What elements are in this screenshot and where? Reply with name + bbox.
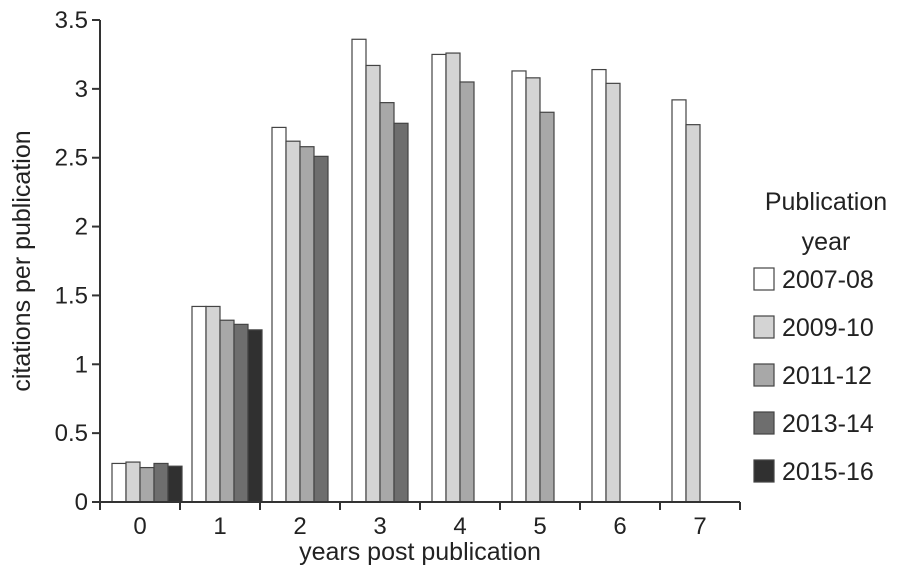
y-tick-label: 0.5	[55, 420, 88, 447]
x-tick-label: 6	[613, 513, 626, 540]
bar-2013-14-year-2	[313, 155, 329, 503]
bar-2007-08-year-7	[671, 99, 687, 503]
bar-2009-10-year-1	[205, 305, 221, 503]
y-tick-label: 1.5	[55, 282, 88, 309]
x-tick-label: 2	[293, 513, 306, 540]
legend-title: year	[802, 228, 851, 256]
x-tick-label: 7	[693, 513, 706, 540]
bar-2009-10-year-7	[685, 124, 701, 503]
bar-2007-08-year-1	[191, 305, 207, 503]
x-tick-label: 1	[213, 513, 226, 540]
bar-2011-12-year-5	[539, 111, 555, 503]
legend-title: Publication	[765, 188, 887, 216]
bar-2009-10-year-3	[365, 64, 381, 503]
y-tick-label: 2	[75, 214, 88, 241]
x-tick-label: 4	[453, 513, 466, 540]
x-tick-label: 3	[373, 513, 386, 540]
bar-2011-12-year-1	[219, 319, 235, 503]
y-ticks: 0 0.5 1 1.5 2 2.5 3 3.5	[55, 7, 100, 516]
bar-2011-12-year-2	[299, 146, 315, 503]
bar-2007-08-year-4	[431, 53, 447, 503]
y-tick-label: 2.5	[55, 145, 88, 172]
bar-2009-10-year-5	[525, 77, 541, 503]
legend-swatch	[753, 315, 775, 339]
bar-2007-08-year-2	[271, 126, 287, 503]
legend-swatch	[753, 411, 775, 435]
y-axis-title: citations per publication	[8, 130, 36, 391]
legend-swatch	[753, 267, 775, 291]
legend-label: 2015-16	[782, 458, 874, 486]
bar-2007-08-year-6	[591, 68, 607, 503]
legend-label: 2011-12	[782, 362, 872, 390]
x-ticks: 0 1 2 3 4 5 6 7	[99, 502, 741, 540]
bar-2013-14-year-3	[393, 122, 409, 503]
legend-label: 2007-08	[782, 266, 874, 294]
legend-label: 2009-10	[782, 314, 874, 342]
y-tick-label: 1	[75, 351, 88, 378]
bar-2015-16-year-1	[247, 329, 263, 503]
legend-swatch	[753, 459, 775, 483]
y-tick-label: 0	[75, 489, 88, 516]
legend: Publication year 2007-082009-102011-1220…	[753, 188, 887, 486]
legend-swatch	[753, 363, 775, 387]
y-tick-label: 3	[75, 76, 88, 103]
bar-2007-08-year-0	[111, 462, 127, 503]
bar-2013-14-year-0	[153, 462, 169, 503]
bar-2009-10-year-6	[605, 82, 621, 503]
x-tick-label: 0	[133, 513, 146, 540]
x-axis-title: years post publication	[299, 538, 541, 566]
bar-2009-10-year-2	[285, 140, 301, 503]
bar-2015-16-year-0	[167, 465, 183, 503]
bar-2011-12-year-4	[459, 81, 475, 503]
bar-2007-08-year-3	[351, 38, 367, 503]
y-tick-label: 3.5	[55, 7, 88, 34]
bar-2011-12-year-0	[139, 466, 155, 503]
bar-2007-08-year-5	[511, 70, 527, 503]
bar-2013-14-year-1	[233, 323, 249, 503]
bar-2009-10-year-0	[125, 461, 141, 503]
bar-2011-12-year-3	[379, 102, 395, 503]
legend-items: 2007-08 2009-10 2011-12 2013-14 2015-16	[753, 266, 874, 486]
bars-group	[111, 38, 701, 503]
x-tick-label: 5	[533, 513, 546, 540]
legend-label: 2013-14	[782, 410, 874, 438]
bar-2009-10-year-4	[445, 52, 461, 503]
